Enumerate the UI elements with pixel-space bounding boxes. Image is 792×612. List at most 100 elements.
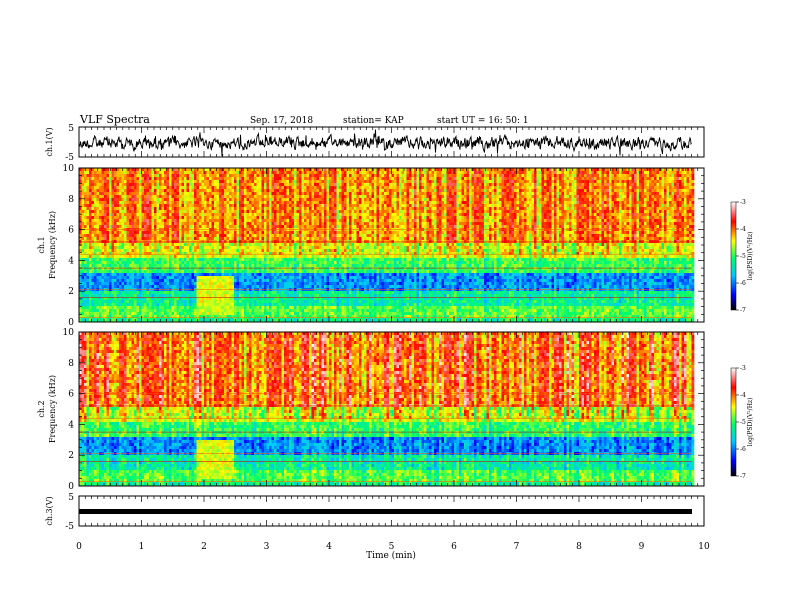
- spectrogram-cell: [457, 198, 460, 201]
- spectrogram-cell: [604, 210, 607, 213]
- spectrogram-cell: [327, 177, 330, 180]
- spectrogram-cell: [422, 174, 425, 177]
- spectrogram-cell: [407, 204, 410, 207]
- spectrogram-cell: [404, 204, 407, 207]
- spectrogram-cell: [252, 177, 255, 180]
- spectrogram-cell: [504, 213, 507, 216]
- spectrogram-cell: [412, 195, 415, 198]
- spectrogram-cell: [257, 210, 260, 213]
- spectrogram-cell: [384, 204, 387, 207]
- spectrogram-cell: [179, 222, 182, 225]
- spectrogram-cell: [572, 186, 575, 189]
- spectrogram-cell: [467, 180, 470, 183]
- spectrogram-cell: [669, 213, 672, 216]
- spectrogram-cell: [389, 189, 392, 192]
- spectrogram-cell: [609, 189, 612, 192]
- spectrogram-cell: [282, 213, 285, 216]
- spectrogram-cell: [174, 177, 177, 180]
- spectrogram-cell: [584, 210, 587, 213]
- spectrogram-cell: [549, 189, 552, 192]
- spectrogram-cell: [242, 198, 245, 201]
- spectrogram-cell: [102, 177, 105, 180]
- ch1-ytick-bottom: -5: [65, 153, 74, 163]
- spectrogram-cell: [657, 219, 660, 222]
- spectrogram-cell: [292, 204, 295, 207]
- spectrogram-cell: [477, 222, 480, 225]
- spectrogram-cell: [449, 174, 452, 177]
- spectrogram-cell: [629, 216, 632, 219]
- spectrogram-cell: [292, 192, 295, 195]
- spectrogram-cell: [294, 210, 297, 213]
- spectrogram-cell: [617, 201, 620, 204]
- spectrogram-cell: [257, 192, 260, 195]
- spectrogram-cell: [462, 207, 465, 210]
- spectrogram-cell: [622, 216, 625, 219]
- spectrogram-cell: [497, 198, 500, 201]
- spectrogram-cell: [119, 219, 122, 222]
- spectrogram-cell: [299, 210, 302, 213]
- spectrogram-cell: [594, 180, 597, 183]
- spectrogram-cell: [177, 186, 180, 189]
- spectrogram-cell: [487, 198, 490, 201]
- spectrogram-cell: [669, 189, 672, 192]
- spectrogram-cell: [384, 183, 387, 186]
- spectrogram-cell: [117, 222, 120, 225]
- spectrogram-cell: [524, 189, 527, 192]
- spectrogram-cell: [674, 201, 677, 204]
- spectrogram-cell: [599, 180, 602, 183]
- spectrogram-cell: [439, 195, 442, 198]
- spectrogram-cell: [89, 195, 92, 198]
- spectrogram-cell: [212, 222, 215, 225]
- spectrogram-cell: [514, 210, 517, 213]
- spectrogram-cell: [99, 207, 102, 210]
- spectrogram-cell: [377, 186, 380, 189]
- spectrogram-cell: [544, 201, 547, 204]
- spectrogram-cell: [369, 213, 372, 216]
- spectrogram-cell: [489, 216, 492, 219]
- spectrogram-cell: [122, 171, 125, 174]
- spectrogram-cell: [644, 180, 647, 183]
- spectrogram-cell: [494, 183, 497, 186]
- spectrogram-cell: [542, 198, 545, 201]
- spectrogram-cell: [529, 180, 532, 183]
- spectrogram-cell: [104, 222, 107, 225]
- spectrogram-cell: [242, 177, 245, 180]
- spectrogram-cell: [514, 216, 517, 219]
- spectrogram-cell: [322, 219, 325, 222]
- spectrogram-cell: [114, 216, 117, 219]
- spectrogram-cell: [627, 171, 630, 174]
- spectrogram-cell: [252, 192, 255, 195]
- spectrogram-cell: [324, 174, 327, 177]
- spectrogram-cell: [119, 207, 122, 210]
- spectrogram-cell: [469, 186, 472, 189]
- spectrogram-cell: [127, 198, 130, 201]
- spectrogram-cell: [119, 189, 122, 192]
- spectrogram-cell: [362, 180, 365, 183]
- spectrogram-cell: [434, 177, 437, 180]
- spectrogram-cell: [624, 192, 627, 195]
- spectrogram-cell: [479, 186, 482, 189]
- spectrogram-cell: [277, 210, 280, 213]
- spectrogram-cell: [404, 210, 407, 213]
- spectrogram-cell: [142, 186, 145, 189]
- spectrogram-cell: [177, 222, 180, 225]
- spectrogram-cell: [157, 207, 160, 210]
- spectrogram-cell: [537, 201, 540, 204]
- spectrogram-cell: [279, 204, 282, 207]
- spectrogram-cell: [194, 201, 197, 204]
- spectrogram-cell: [459, 222, 462, 225]
- spectrogram-cell: [552, 171, 555, 174]
- spectrogram-cell: [344, 192, 347, 195]
- spectrogram-cell: [239, 189, 242, 192]
- spectrogram-cell: [629, 204, 632, 207]
- spectrogram-cell: [642, 204, 645, 207]
- chart-title: VLF Spectra: [79, 113, 150, 126]
- spectrogram-cell: [194, 216, 197, 219]
- spectrogram-cell: [462, 195, 465, 198]
- spectrogram-cell: [132, 219, 135, 222]
- spectrogram-cell: [687, 222, 690, 225]
- spectrogram-cell: [284, 180, 287, 183]
- spectrogram-cell: [667, 204, 670, 207]
- spectrogram-cell: [424, 207, 427, 210]
- spectrogram-cell: [557, 201, 560, 204]
